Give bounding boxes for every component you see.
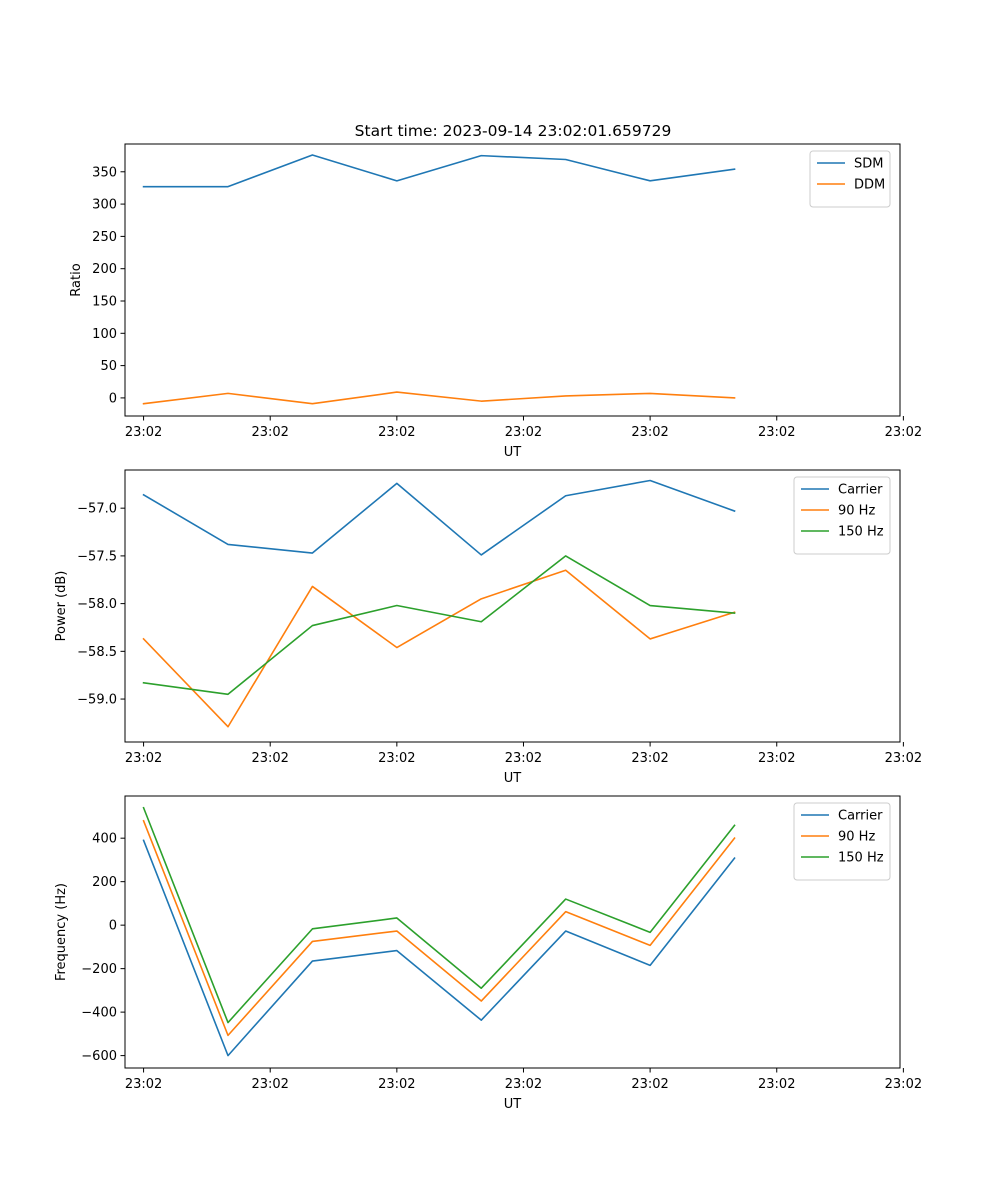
legend-entry: 150 Hz <box>838 851 884 866</box>
series-line-sdm <box>142 154 736 188</box>
axes-frame <box>124 469 901 743</box>
x-tick-label: 23:02 <box>758 1077 795 1092</box>
legend: SDM DDM <box>809 150 891 208</box>
legend-entry: 150 Hz <box>838 525 884 540</box>
legend: Carrier 90 Hz 150 Hz <box>793 476 891 555</box>
figure-title: Start time: 2023-09-14 23:02:01.659729 <box>355 122 672 140</box>
series-line-90-hz <box>142 569 736 728</box>
series-line-carrier <box>142 839 736 1057</box>
chart-panel-1: 23:02 23:02 23:02 23:02 23:02 23:02 23:02 0 50 10… <box>69 143 922 460</box>
y-tick-label: −58.0 <box>77 597 117 612</box>
y-tick-label: 400 <box>92 832 117 847</box>
x-tick-label: 23:02 <box>758 751 795 766</box>
y-tick-label: 50 <box>100 359 117 374</box>
y-axis-label: Ratio <box>69 263 84 296</box>
x-tick-label: 23:02 <box>378 1077 415 1092</box>
x-tick-label: 23:02 <box>631 425 668 440</box>
x-tick-label: 23:02 <box>125 425 162 440</box>
legend-entry: 90 Hz <box>838 830 875 845</box>
y-tick-label: 350 <box>92 165 117 180</box>
plot-area <box>125 470 900 742</box>
x-tick-label: 23:02 <box>885 425 922 440</box>
y-tick-label: −58.5 <box>77 645 117 660</box>
chart-panels: 23:02 23:02 23:02 23:02 23:02 23:02 23:02 0 50 10… <box>54 143 922 1112</box>
series-line-carrier <box>142 479 736 556</box>
legend-entry: DDM <box>854 178 885 193</box>
x-axis-label: UT <box>504 1097 522 1112</box>
x-tick-label: 23:02 <box>505 425 542 440</box>
y-tick-label: 300 <box>92 198 117 213</box>
y-tick-label: −59.0 <box>77 693 117 708</box>
chart-panel-2: 23:02 23:02 23:02 23:02 23:02 23:02 23:02 −59.0… <box>54 469 922 786</box>
y-tick-label: 200 <box>92 262 117 277</box>
y-axis-label: Frequency (Hz) <box>54 883 69 981</box>
legend-entry: Carrier <box>838 483 883 498</box>
legend-box <box>793 802 891 881</box>
chart-panel-3: 23:02 23:02 23:02 23:02 23:02 23:02 23:02 −600 −… <box>54 795 922 1112</box>
legend-entry: 90 Hz <box>838 504 875 519</box>
y-tick-label: 150 <box>92 294 117 309</box>
plot-area <box>125 144 900 416</box>
x-tick-label: 23:02 <box>631 1077 668 1092</box>
x-axis-label: UT <box>504 771 522 786</box>
legend-entry: Carrier <box>838 809 883 824</box>
x-tick-label: 23:02 <box>251 1077 288 1092</box>
axes-frame <box>124 143 901 417</box>
series-line-90-hz <box>142 819 736 1037</box>
plot-area <box>125 796 900 1068</box>
series-line-150-hz <box>142 555 736 696</box>
x-axis-label: UT <box>504 445 522 460</box>
x-tick-label: 23:02 <box>885 751 922 766</box>
x-tick-label: 23:02 <box>378 751 415 766</box>
y-tick-label: −200 <box>81 962 117 977</box>
y-tick-label: 200 <box>92 875 117 890</box>
legend: Carrier 90 Hz 150 Hz <box>793 802 891 881</box>
x-tick-label: 23:02 <box>505 751 542 766</box>
y-tick-label: −57.5 <box>77 549 117 564</box>
x-tick-label: 23:02 <box>251 425 288 440</box>
y-tick-label: 0 <box>109 391 117 406</box>
axes-frame <box>124 795 901 1069</box>
series-line-ddm <box>142 391 736 405</box>
legend-box <box>793 476 891 555</box>
series-line-150-hz <box>142 806 736 1024</box>
y-tick-label: 100 <box>92 327 117 342</box>
x-tick-label: 23:02 <box>885 1077 922 1092</box>
x-tick-label: 23:02 <box>125 1077 162 1092</box>
x-tick-label: 23:02 <box>378 425 415 440</box>
legend-box <box>809 150 891 208</box>
y-tick-label: −600 <box>81 1049 117 1064</box>
y-tick-label: 250 <box>92 230 117 245</box>
x-tick-label: 23:02 <box>251 751 288 766</box>
y-tick-label: 0 <box>109 919 117 934</box>
x-tick-label: 23:02 <box>505 1077 542 1092</box>
x-tick-label: 23:02 <box>125 751 162 766</box>
legend-entry: SDM <box>854 157 883 172</box>
y-tick-label: −400 <box>81 1006 117 1021</box>
x-tick-label: 23:02 <box>631 751 668 766</box>
y-tick-label: −57.0 <box>77 502 117 517</box>
y-axis-label: Power (dB) <box>54 571 69 642</box>
x-tick-label: 23:02 <box>758 425 795 440</box>
